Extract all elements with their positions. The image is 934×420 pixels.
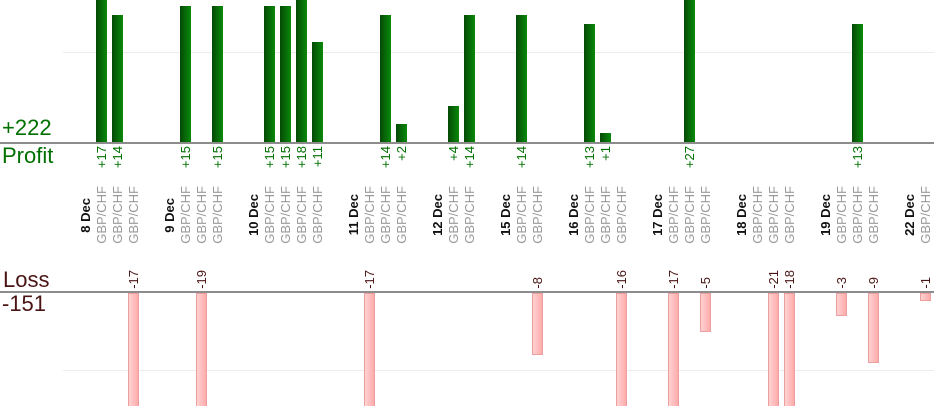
loss-value-label: -18 — [782, 270, 797, 289]
loss-value-label: -17 — [666, 270, 681, 289]
loss-value-label: -9 — [866, 277, 881, 289]
profit-bar — [112, 15, 123, 142]
profit-total-label: +222 — [2, 115, 52, 140]
profit-bar — [396, 124, 407, 142]
loss-bar — [920, 293, 931, 301]
profit-bar — [96, 0, 107, 142]
profit-axis-line — [0, 142, 934, 144]
loss-bar — [668, 293, 679, 406]
loss-total-label: -151 — [2, 291, 47, 316]
loss-bar — [364, 293, 375, 406]
loss-bar — [836, 293, 847, 316]
loss-bar — [700, 293, 711, 332]
loss-value-label: -1 — [918, 277, 933, 289]
profit-axis-title: Profit — [2, 143, 54, 168]
loss-value-label: -8 — [530, 277, 545, 289]
loss-value-label: -3 — [834, 277, 849, 289]
loss-bar — [128, 293, 139, 406]
profit-bar — [448, 106, 459, 142]
loss-bar — [784, 293, 795, 406]
loss-value-label: -21 — [766, 270, 781, 289]
profit-bars-area — [0, 0, 934, 142]
loss-value-label: -5 — [698, 277, 713, 289]
loss-gridline — [63, 370, 934, 371]
profit-bar — [280, 6, 291, 142]
profit-bar — [296, 0, 307, 142]
profit-bar — [464, 15, 475, 142]
profit-bar — [584, 24, 595, 142]
profit-bar — [684, 0, 695, 142]
profit-bar — [212, 6, 223, 142]
loss-bar — [532, 293, 543, 355]
profit-bar — [312, 42, 323, 142]
loss-axis-line — [0, 291, 934, 293]
profit-bar — [180, 6, 191, 142]
loss-bar — [868, 293, 879, 363]
loss-bars-area — [0, 293, 934, 406]
profit-bar — [600, 133, 611, 142]
loss-value-label: -17 — [126, 270, 141, 289]
loss-value-label: -16 — [614, 270, 629, 289]
loss-value-label: -19 — [194, 270, 209, 289]
profit-bar — [516, 15, 527, 142]
loss-axis-title: Loss — [3, 267, 50, 292]
profit-bar — [852, 24, 863, 142]
loss-bar — [196, 293, 207, 406]
loss-bar — [616, 293, 627, 406]
profit-gridline — [63, 52, 934, 53]
loss-bar — [768, 293, 779, 406]
profit-bar — [380, 15, 391, 142]
profit-bar — [264, 6, 275, 142]
loss-value-label: -17 — [362, 270, 377, 289]
